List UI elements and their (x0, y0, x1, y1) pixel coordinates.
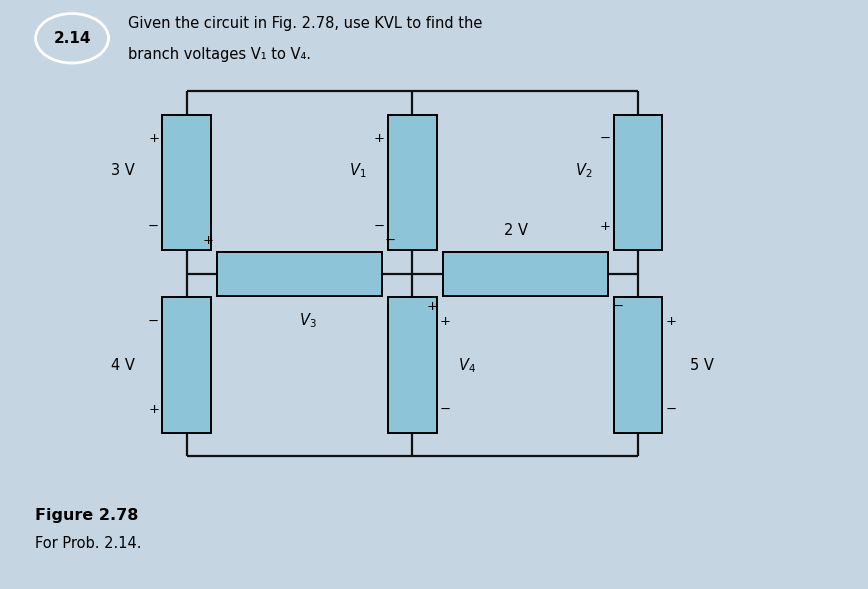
Text: +: + (666, 315, 676, 327)
Text: 2.14: 2.14 (53, 31, 91, 46)
Text: +: + (148, 403, 159, 416)
Bar (388, 297, 437, 433)
Text: 5 V: 5 V (690, 358, 714, 373)
Text: −: − (374, 220, 385, 233)
Text: Figure 2.78: Figure 2.78 (35, 508, 138, 523)
Bar (388, 115, 437, 250)
Text: −: − (440, 403, 450, 416)
Text: Given the circuit in Fig. 2.78, use KVL to find the: Given the circuit in Fig. 2.78, use KVL … (128, 16, 483, 31)
Bar (162, 115, 211, 250)
Text: $V_2$: $V_2$ (575, 161, 592, 180)
Text: $V_1$: $V_1$ (349, 161, 366, 180)
Text: +: + (374, 132, 385, 145)
Text: $V_3$: $V_3$ (299, 312, 317, 330)
Text: −: − (385, 234, 396, 247)
Text: branch voltages V₁ to V₄.: branch voltages V₁ to V₄. (128, 47, 312, 62)
Text: +: + (427, 300, 437, 313)
Text: −: − (148, 315, 159, 327)
Text: −: − (613, 300, 623, 313)
Text: 4 V: 4 V (110, 358, 135, 373)
Text: −: − (600, 132, 610, 145)
Bar (614, 297, 662, 433)
Text: +: + (600, 220, 610, 233)
Text: −: − (148, 220, 159, 233)
Text: 2 V: 2 V (504, 223, 529, 239)
Text: −: − (666, 403, 676, 416)
Bar (614, 115, 662, 250)
Bar (443, 252, 608, 296)
Text: $V_4$: $V_4$ (458, 356, 477, 375)
Bar (217, 252, 382, 296)
Text: For Prob. 2.14.: For Prob. 2.14. (35, 535, 141, 551)
Text: +: + (440, 315, 450, 327)
Text: +: + (203, 234, 214, 247)
Text: +: + (148, 132, 159, 145)
Bar (162, 297, 211, 433)
Text: 3 V: 3 V (111, 163, 135, 178)
